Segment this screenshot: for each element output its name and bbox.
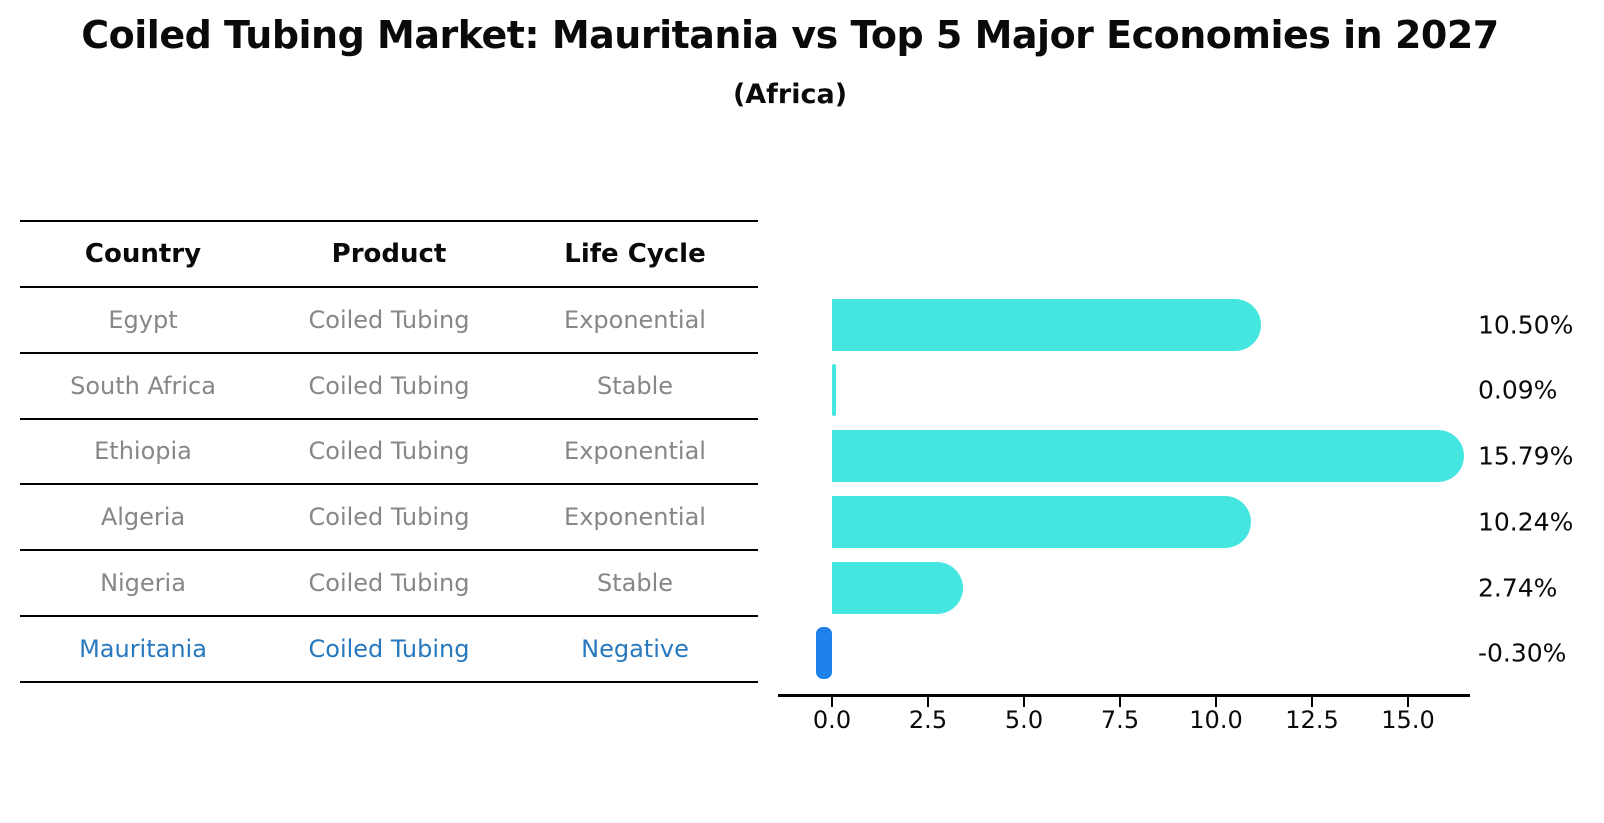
x-tick-mark xyxy=(831,697,833,707)
x-tick-label: 5.0 xyxy=(1004,706,1044,734)
table-row: Algeria Coiled Tubing Exponential xyxy=(20,485,758,552)
x-tick-mark xyxy=(927,697,929,707)
x-tick-label: 0.0 xyxy=(812,706,852,734)
column-header-lifecycle: Life Cycle xyxy=(564,239,706,269)
cell-product: Coiled Tubing xyxy=(308,371,470,400)
country-table: Country Product Life Cycle Egypt Coiled T… xyxy=(20,220,758,683)
cell-life-cycle: Exponential xyxy=(564,305,706,334)
cell-life-cycle: Stable xyxy=(596,569,674,598)
x-tick-mark xyxy=(1023,697,1025,707)
chart-title: Coiled Tubing Market: Mauritania vs Top … xyxy=(81,13,1499,57)
table-row: Nigeria Coiled Tubing Stable xyxy=(20,551,758,617)
value-label: 10.50% xyxy=(1478,310,1574,339)
bar-nigeria xyxy=(832,561,964,614)
table-row: Ethiopia Coiled Tubing Exponential xyxy=(20,420,758,486)
x-tick-label: 12.5 xyxy=(1285,706,1339,734)
table-body: Egypt Coiled Tubing Exponential South Afric… xyxy=(20,288,758,683)
table-header-row: Country Product Life Cycle xyxy=(20,220,758,288)
x-axis-line xyxy=(778,694,1470,697)
value-label: 10.24% xyxy=(1478,507,1574,537)
cell-life-cycle: Negative xyxy=(581,634,689,663)
cell-product: Coiled Tubing xyxy=(308,503,470,532)
x-tick-mark xyxy=(1311,697,1313,707)
cell-country: Egypt xyxy=(108,305,178,334)
column-header-country: Country xyxy=(84,239,202,269)
cell-product: Coiled Tubing xyxy=(308,437,470,466)
column-header-product: Product xyxy=(331,239,447,269)
cell-country: Mauritania xyxy=(79,634,207,663)
cell-country: Algeria xyxy=(100,503,186,532)
cell-product: Coiled Tubing xyxy=(308,634,470,663)
value-label: -0.30% xyxy=(1478,638,1567,668)
cell-country: South Africa xyxy=(70,371,216,400)
bar-mauritania xyxy=(816,627,832,680)
cell-life-cycle: Stable xyxy=(596,371,674,400)
x-tick-mark xyxy=(1407,697,1409,707)
cell-country: Ethiopia xyxy=(94,437,192,466)
cell-product: Coiled Tubing xyxy=(308,569,470,598)
table-row: Mauritania Coiled Tubing Negative xyxy=(20,617,758,683)
value-label: 2.74% xyxy=(1478,573,1558,602)
bar-south-africa xyxy=(832,364,836,417)
x-tick-label: 2.5 xyxy=(908,706,948,734)
cell-life-cycle: Exponential xyxy=(564,503,706,532)
cell-life-cycle: Exponential xyxy=(564,437,706,466)
x-tick-label: 7.5 xyxy=(1100,706,1140,734)
cell-country: Nigeria xyxy=(100,569,186,598)
bar-ethiopia xyxy=(832,430,1465,482)
chart-subtitle: (Africa) xyxy=(732,79,848,110)
cell-product: Coiled Tubing xyxy=(308,305,470,334)
bar-egypt xyxy=(832,298,1262,351)
bar-algeria xyxy=(832,495,1252,548)
table-row: South Africa Coiled Tubing Stable xyxy=(20,354,758,420)
value-label: 15.79% xyxy=(1478,441,1574,471)
x-tick-mark xyxy=(1215,697,1217,707)
x-tick-label: 15.0 xyxy=(1381,706,1435,734)
table-row: Egypt Coiled Tubing Exponential xyxy=(20,288,758,354)
x-tick-label: 10.0 xyxy=(1189,706,1243,734)
x-tick-mark xyxy=(1119,697,1121,707)
value-label: 0.09% xyxy=(1478,375,1558,405)
